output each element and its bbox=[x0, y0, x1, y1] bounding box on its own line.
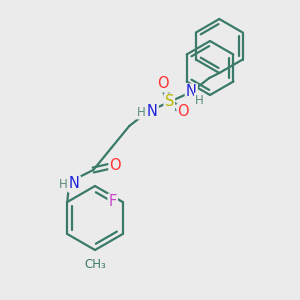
Text: N: N bbox=[69, 176, 80, 191]
Text: N: N bbox=[186, 85, 197, 100]
Text: O: O bbox=[158, 76, 169, 92]
Text: O: O bbox=[110, 158, 121, 172]
Text: F: F bbox=[109, 194, 117, 209]
Text: CH₃: CH₃ bbox=[84, 257, 106, 271]
Text: H: H bbox=[137, 106, 146, 118]
Text: H: H bbox=[59, 178, 68, 190]
Text: O: O bbox=[178, 104, 189, 119]
Text: S: S bbox=[165, 94, 174, 110]
Text: H: H bbox=[195, 94, 204, 106]
Text: N: N bbox=[147, 104, 158, 119]
